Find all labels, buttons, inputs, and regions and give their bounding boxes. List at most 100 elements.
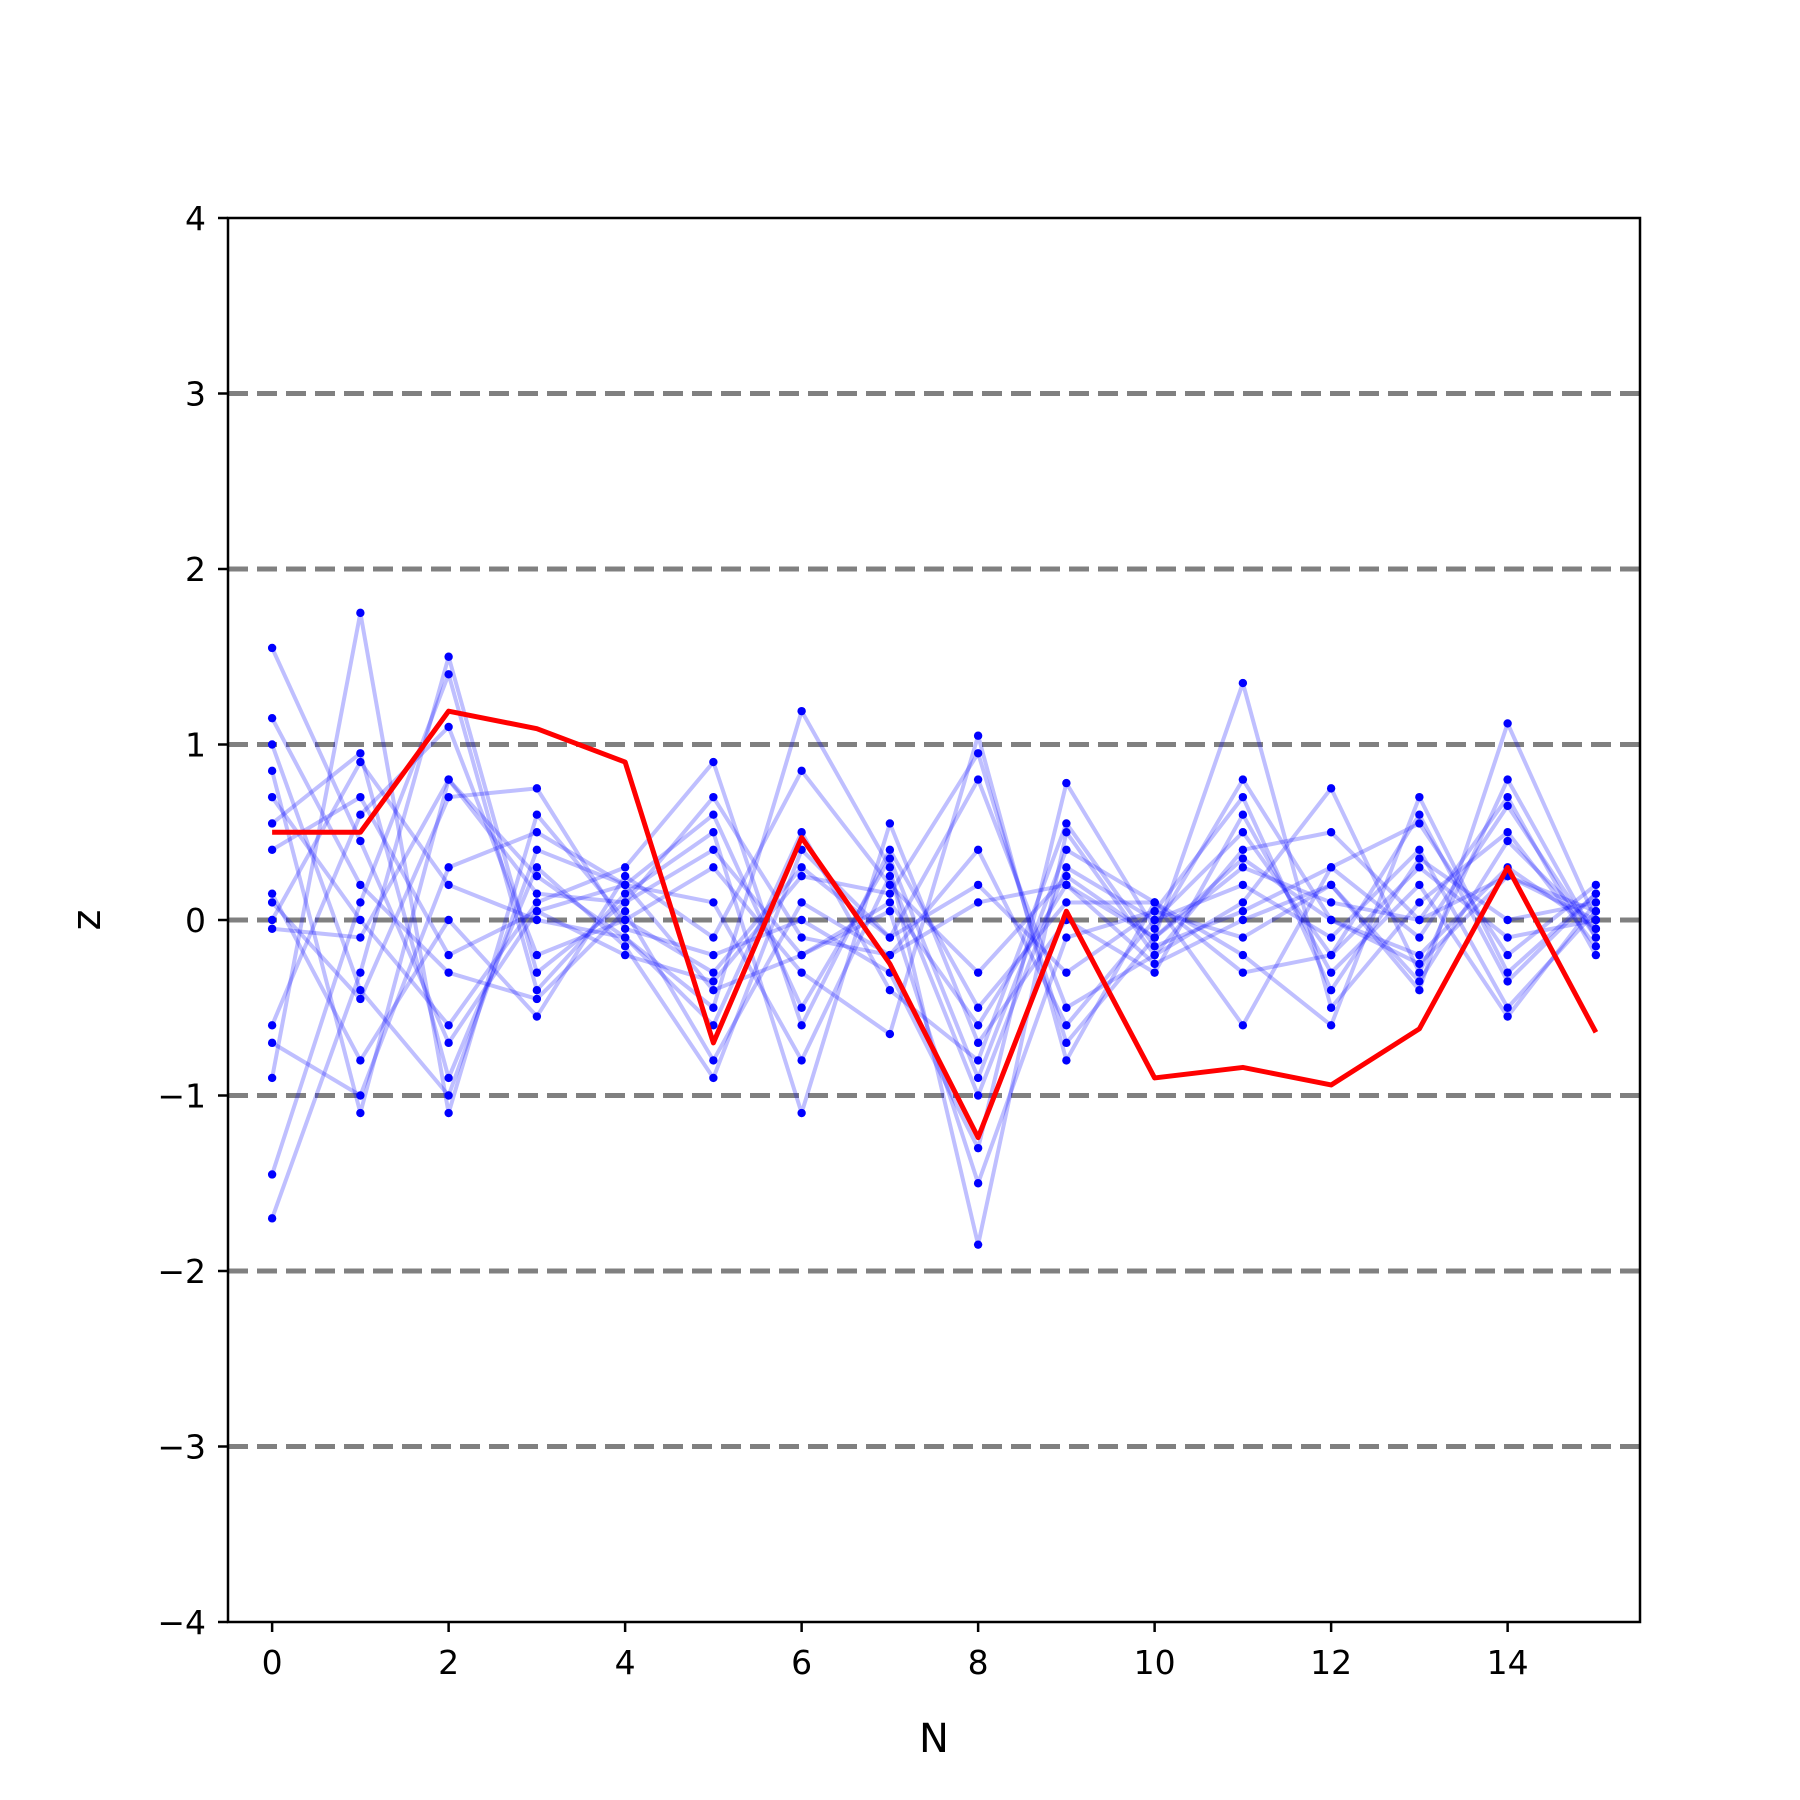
sample-point (356, 880, 365, 890)
sample-point (444, 792, 453, 802)
sample-point (885, 854, 895, 863)
sample-point (885, 863, 895, 872)
sample-point (1150, 915, 1159, 925)
sample-point (267, 898, 277, 907)
sample-point (267, 713, 277, 723)
x-tick-label: 0 (262, 1643, 283, 1682)
sample-point (1503, 836, 1512, 846)
x-tick-label: 12 (1310, 1643, 1352, 1682)
sample-point (1591, 950, 1601, 960)
sample-point (620, 933, 630, 942)
sample-point (267, 915, 277, 925)
sample-point (709, 845, 718, 854)
sample-point (709, 1056, 718, 1065)
sample-point (709, 968, 718, 977)
sample-point (1062, 819, 1071, 828)
y-tick-label: 0 (185, 901, 206, 940)
sample-point (444, 670, 453, 679)
sample-point (1150, 898, 1159, 907)
sample-point (797, 706, 806, 716)
sample-point (356, 749, 365, 758)
sample-point (709, 1073, 718, 1083)
sample-point (1503, 977, 1512, 986)
sample-point (267, 643, 277, 653)
sample-point (1326, 950, 1336, 960)
sample-point (532, 898, 542, 907)
sample-point (1062, 898, 1071, 907)
sample-point (532, 1012, 542, 1021)
sample-point (1326, 784, 1336, 793)
y-axis-label: z (64, 910, 110, 931)
sample-point (973, 880, 983, 890)
sample-point (973, 775, 983, 784)
sample-point (1150, 924, 1159, 933)
sample-point (1238, 915, 1248, 925)
sample-point (973, 1240, 983, 1249)
sample-point (973, 1073, 983, 1083)
sample-point (356, 915, 365, 925)
sample-point (1062, 1056, 1071, 1065)
sample-point (885, 933, 895, 942)
sample-point (797, 863, 806, 872)
sample-point (1238, 1021, 1248, 1030)
sample-point (973, 731, 983, 740)
sample-point (709, 950, 718, 960)
sample-point (620, 863, 630, 872)
sample-point (1503, 915, 1512, 925)
sample-point (797, 898, 806, 907)
sample-point (444, 950, 453, 960)
sample-point (1326, 915, 1336, 925)
sample-point (267, 1214, 277, 1223)
highlight-series (272, 708, 1599, 1141)
x-tick-label: 4 (615, 1643, 636, 1682)
sample-point (267, 740, 277, 749)
sample-point (1326, 880, 1336, 890)
sample-point (1415, 959, 1424, 969)
sample-point (532, 968, 542, 977)
sample-point (267, 1073, 277, 1083)
sample-point (885, 898, 895, 907)
sample-point (973, 749, 983, 758)
sample-point (444, 775, 453, 784)
sample-point (797, 1108, 806, 1118)
sample-point (1503, 950, 1512, 960)
sample-point (1238, 907, 1248, 916)
sample-point (885, 889, 895, 898)
x-tick-label: 8 (968, 1643, 989, 1682)
sample-point (1415, 898, 1424, 907)
sample-line (270, 760, 1598, 1063)
sample-point (797, 933, 806, 942)
sample-point (797, 1021, 806, 1030)
sample-point (1238, 792, 1248, 802)
sample-point (797, 828, 806, 837)
sample-point (267, 766, 277, 776)
sample-point (1415, 933, 1424, 942)
sample-point (444, 880, 453, 890)
sample-point (709, 977, 718, 986)
sample-point (709, 1003, 718, 1012)
sample-point (1503, 1003, 1512, 1012)
sample-point (885, 819, 895, 828)
y-axis-ticks: −4 −3 −2 −1 0 1 2 3 4 (157, 199, 228, 1642)
sample-point (973, 1143, 983, 1153)
sample-point (1062, 778, 1071, 788)
sample-line (271, 812, 1598, 1098)
sample-point (709, 863, 718, 872)
sample-point (797, 915, 806, 925)
sample-point (444, 1073, 453, 1083)
sample-point (973, 968, 983, 977)
sample-point (532, 863, 542, 872)
x-tick-label: 6 (791, 1643, 812, 1682)
sample-point (1415, 977, 1424, 986)
sample-point (973, 1038, 983, 1048)
sample-point (1238, 845, 1248, 854)
sample-point (973, 1021, 983, 1030)
sample-point (1591, 933, 1601, 942)
sample-point (1062, 1021, 1071, 1030)
sample-line (270, 721, 1598, 1080)
sample-point (885, 907, 895, 916)
sample-point (356, 1091, 365, 1100)
sample-point (532, 907, 542, 916)
sample-point (267, 1170, 277, 1179)
